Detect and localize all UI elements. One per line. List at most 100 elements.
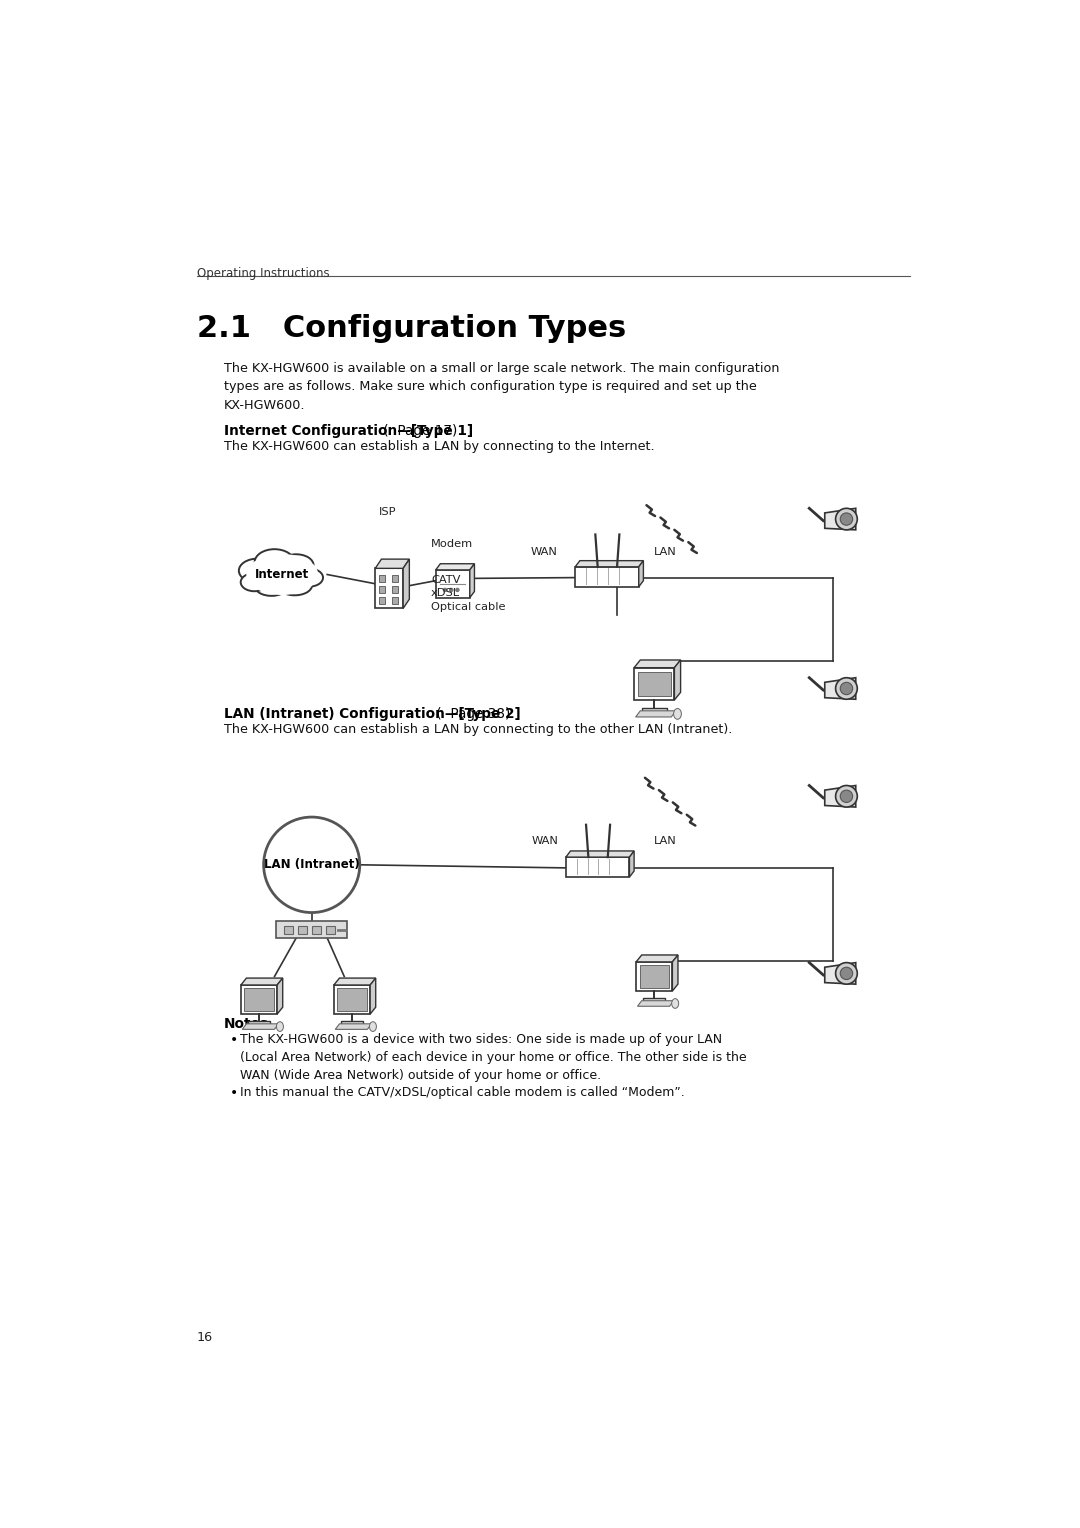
Polygon shape bbox=[825, 963, 855, 984]
Polygon shape bbox=[825, 509, 855, 530]
Ellipse shape bbox=[279, 555, 313, 576]
Text: (  Page 38): ( Page 38) bbox=[432, 707, 510, 721]
Polygon shape bbox=[566, 851, 634, 857]
Ellipse shape bbox=[674, 709, 681, 720]
FancyBboxPatch shape bbox=[638, 671, 671, 697]
FancyBboxPatch shape bbox=[639, 966, 669, 987]
Ellipse shape bbox=[246, 555, 319, 594]
FancyBboxPatch shape bbox=[576, 567, 638, 587]
Circle shape bbox=[449, 588, 453, 591]
Circle shape bbox=[840, 790, 852, 802]
Text: 2.1   Configuration Types: 2.1 Configuration Types bbox=[197, 315, 626, 344]
FancyBboxPatch shape bbox=[642, 707, 666, 712]
Text: xDSL: xDSL bbox=[431, 588, 460, 599]
Text: The KX-HGW600 can establish a LAN by connecting to the other LAN (Intranet).: The KX-HGW600 can establish a LAN by con… bbox=[225, 723, 732, 736]
FancyBboxPatch shape bbox=[337, 989, 366, 1010]
Polygon shape bbox=[637, 1001, 674, 1007]
Polygon shape bbox=[576, 561, 644, 567]
Text: WAN: WAN bbox=[530, 547, 557, 556]
Ellipse shape bbox=[369, 1022, 377, 1031]
Polygon shape bbox=[435, 564, 474, 570]
Polygon shape bbox=[674, 660, 680, 700]
Ellipse shape bbox=[296, 568, 323, 587]
FancyBboxPatch shape bbox=[392, 575, 397, 582]
Text: LAN: LAN bbox=[654, 836, 677, 847]
Circle shape bbox=[836, 509, 858, 530]
FancyBboxPatch shape bbox=[634, 668, 674, 700]
Circle shape bbox=[836, 963, 858, 984]
Text: Optical cable: Optical cable bbox=[431, 602, 505, 613]
Polygon shape bbox=[370, 978, 376, 1015]
Text: The KX-HGW600 is a device with two sides: One side is made up of your LAN
(Local: The KX-HGW600 is a device with two sides… bbox=[241, 1033, 747, 1082]
Circle shape bbox=[444, 588, 446, 591]
FancyBboxPatch shape bbox=[276, 921, 348, 938]
Text: •: • bbox=[230, 1086, 238, 1100]
Text: WAN: WAN bbox=[531, 836, 558, 847]
FancyBboxPatch shape bbox=[326, 926, 335, 934]
Text: The KX-HGW600 is available on a small or large scale network. The main configura: The KX-HGW600 is available on a small or… bbox=[225, 362, 780, 413]
FancyBboxPatch shape bbox=[379, 597, 386, 604]
Text: ISP: ISP bbox=[379, 507, 396, 516]
Ellipse shape bbox=[672, 999, 678, 1008]
FancyBboxPatch shape bbox=[379, 587, 386, 593]
Text: (  Page 17): ( Page 17) bbox=[379, 425, 458, 439]
Ellipse shape bbox=[276, 1022, 283, 1031]
Text: In this manual the CATV/xDSL/optical cable modem is called “Modem”.: In this manual the CATV/xDSL/optical cab… bbox=[241, 1086, 685, 1099]
Text: Internet: Internet bbox=[255, 568, 309, 581]
Polygon shape bbox=[335, 1024, 372, 1030]
Ellipse shape bbox=[241, 573, 268, 591]
FancyBboxPatch shape bbox=[334, 986, 370, 1015]
Polygon shape bbox=[403, 559, 409, 608]
Polygon shape bbox=[673, 955, 678, 992]
Text: Internet Configuration—[Type 1]: Internet Configuration—[Type 1] bbox=[225, 425, 473, 439]
FancyBboxPatch shape bbox=[298, 926, 307, 934]
FancyBboxPatch shape bbox=[392, 597, 397, 604]
Polygon shape bbox=[634, 660, 680, 668]
Polygon shape bbox=[375, 559, 409, 568]
Text: The KX-HGW600 can establish a LAN by connecting to the Internet.: The KX-HGW600 can establish a LAN by con… bbox=[225, 440, 654, 452]
Polygon shape bbox=[242, 1024, 279, 1030]
Circle shape bbox=[840, 683, 852, 695]
Circle shape bbox=[840, 967, 852, 979]
FancyBboxPatch shape bbox=[341, 1021, 363, 1025]
Polygon shape bbox=[278, 978, 283, 1015]
Polygon shape bbox=[470, 564, 474, 597]
FancyBboxPatch shape bbox=[244, 989, 273, 1010]
Text: LAN: LAN bbox=[654, 547, 677, 556]
Polygon shape bbox=[630, 851, 634, 877]
FancyBboxPatch shape bbox=[392, 587, 397, 593]
Circle shape bbox=[840, 513, 852, 526]
Circle shape bbox=[836, 678, 858, 700]
Polygon shape bbox=[825, 678, 855, 700]
Polygon shape bbox=[636, 955, 678, 963]
FancyBboxPatch shape bbox=[241, 986, 278, 1015]
Polygon shape bbox=[825, 785, 855, 807]
Ellipse shape bbox=[255, 578, 287, 596]
Ellipse shape bbox=[255, 549, 295, 575]
FancyBboxPatch shape bbox=[375, 568, 403, 608]
FancyBboxPatch shape bbox=[566, 857, 630, 877]
Text: 16: 16 bbox=[197, 1331, 213, 1343]
FancyBboxPatch shape bbox=[636, 963, 673, 992]
Circle shape bbox=[456, 588, 459, 591]
Polygon shape bbox=[636, 711, 676, 717]
Text: Modem: Modem bbox=[431, 539, 473, 549]
Text: Operating Instructions: Operating Instructions bbox=[197, 266, 329, 280]
Ellipse shape bbox=[278, 575, 312, 596]
FancyBboxPatch shape bbox=[312, 926, 321, 934]
Text: Notes: Notes bbox=[225, 1016, 269, 1030]
Text: LAN (Intranet) Configuration—[Type 2]: LAN (Intranet) Configuration—[Type 2] bbox=[225, 707, 521, 721]
Polygon shape bbox=[241, 978, 283, 986]
Text: CATV: CATV bbox=[431, 575, 460, 585]
Text: •: • bbox=[230, 1033, 238, 1047]
FancyBboxPatch shape bbox=[284, 926, 293, 934]
FancyBboxPatch shape bbox=[247, 1021, 270, 1025]
FancyBboxPatch shape bbox=[643, 998, 665, 1002]
FancyBboxPatch shape bbox=[435, 570, 470, 597]
Polygon shape bbox=[638, 561, 644, 587]
Ellipse shape bbox=[239, 559, 276, 582]
Text: LAN (Intranet): LAN (Intranet) bbox=[264, 859, 360, 871]
Circle shape bbox=[836, 785, 858, 807]
Polygon shape bbox=[334, 978, 376, 986]
Circle shape bbox=[264, 817, 360, 912]
